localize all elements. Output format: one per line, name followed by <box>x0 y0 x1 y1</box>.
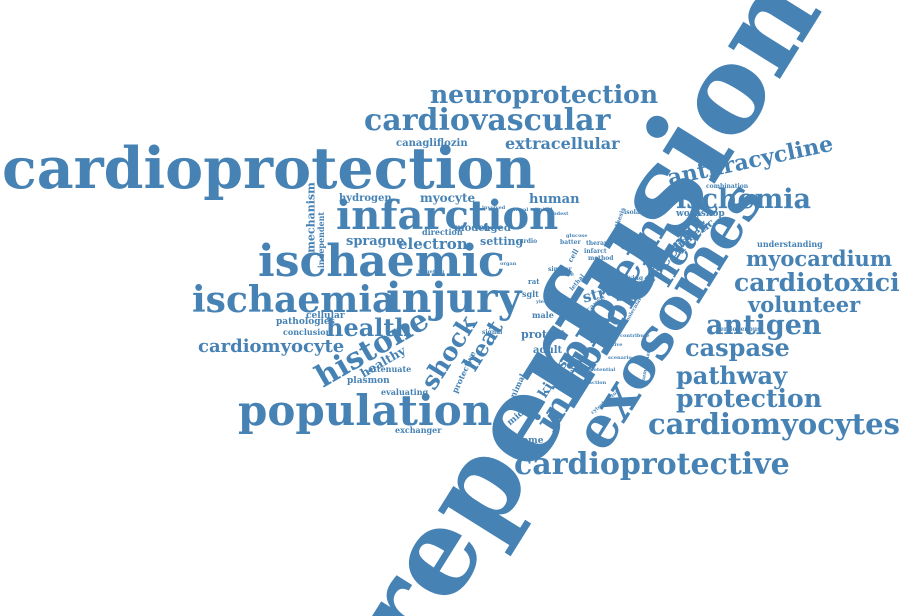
word-signal: signal <box>482 329 503 336</box>
word-modest: modest <box>548 211 569 217</box>
word-glucose: glucose <box>566 233 588 239</box>
word-workshop: workshop <box>676 209 725 219</box>
word-unreal: unreal <box>510 207 529 213</box>
word-batter: batter <box>560 239 581 246</box>
word-cardiotoxicity: cardiotoxicity <box>734 268 900 297</box>
word-direction: direction <box>422 227 463 237</box>
word-cardiomyocyte: cardiomyocyte <box>198 336 345 357</box>
word-involved: involved <box>482 205 506 211</box>
word-ischaemia: ischaemia <box>192 279 396 321</box>
word-pathologies: pathologies <box>276 317 335 327</box>
word-volunteer: volunteer <box>748 292 861 317</box>
word-neuroprotection: neuroprotection <box>430 80 659 109</box>
word-method: method <box>588 255 614 262</box>
word-therapy: therapy <box>586 240 612 247</box>
word-independent: independent <box>316 211 327 269</box>
word-human: human <box>529 192 580 207</box>
word-sprague: sprague <box>346 234 405 249</box>
word-cardioprotection: cardioprotection <box>2 135 536 202</box>
word-sglt: sglt <box>522 289 539 299</box>
word-potential: potential <box>590 367 616 373</box>
word-injury: injury <box>386 274 522 322</box>
word-hydrogen: hydrogen <box>339 193 392 204</box>
word-health: health <box>326 313 412 342</box>
word-cardiomyocytes: cardiomyocytes <box>648 407 900 441</box>
word-model: model <box>454 223 489 234</box>
word-adult: adult <box>533 345 563 356</box>
word-myocyte: myocyte <box>420 191 476 205</box>
word-additive: additive <box>600 342 623 348</box>
word-infarct: infarct <box>584 248 607 255</box>
word-setting: setting <box>480 235 524 248</box>
word-exchanger: exchanger <box>395 425 442 435</box>
word-isolated: isolated <box>624 209 651 216</box>
word-organ: organ <box>500 261 517 267</box>
word-yield: yield <box>536 299 550 305</box>
word-size: size <box>561 271 574 278</box>
word-cardioprotective: cardioprotective <box>514 447 790 482</box>
word-reviving: reviving <box>616 275 644 282</box>
word-protect: protect <box>521 328 566 341</box>
word-plasmon: plasmon <box>347 376 390 386</box>
word-population: population <box>238 386 493 435</box>
word-contribute: contribute <box>620 333 650 339</box>
word-caspase: caspase <box>685 333 790 362</box>
word-death: death <box>532 365 555 374</box>
word-combination: combination <box>706 183 749 190</box>
word-cardio: cardio <box>516 238 538 245</box>
word-pathway: pathway <box>676 361 788 390</box>
word-evaluating: evaluating <box>381 387 429 397</box>
word-ischaemic: ischaemic <box>258 236 505 287</box>
word-conclusion: conclusion <box>283 327 332 337</box>
word-rat: rat <box>528 277 540 286</box>
word-infarction: infarction <box>336 192 559 239</box>
word-attenuate: attenuate <box>368 364 412 374</box>
word-canagliflozin: canagliflozin <box>396 138 468 149</box>
word-ischemia: ischemia <box>676 184 812 215</box>
word-myocardium: myocardium <box>746 246 893 271</box>
word-clinical: clinical <box>532 207 553 213</box>
word-similar: similar <box>548 266 572 273</box>
word-cardiovascular: cardiovascular <box>364 103 611 138</box>
word-aged: aged <box>484 223 511 234</box>
word-antigen: antigen <box>706 310 822 341</box>
word-understanding: understanding <box>757 239 823 249</box>
word-endogenous: endogenous <box>720 326 761 333</box>
word-fraction: fraction <box>584 380 607 386</box>
word-scenario: scenario <box>608 355 632 361</box>
word-male: male <box>532 310 554 320</box>
word-cellular: cellular <box>306 311 345 321</box>
word-protection: protection <box>676 384 822 413</box>
word-targeting: targeting <box>418 269 445 275</box>
word-electron: electron <box>398 235 468 253</box>
word-extracellular: extracellular <box>505 134 620 153</box>
word-exosome: exosome <box>500 436 544 446</box>
word-mechanism: mechanism <box>304 182 318 253</box>
